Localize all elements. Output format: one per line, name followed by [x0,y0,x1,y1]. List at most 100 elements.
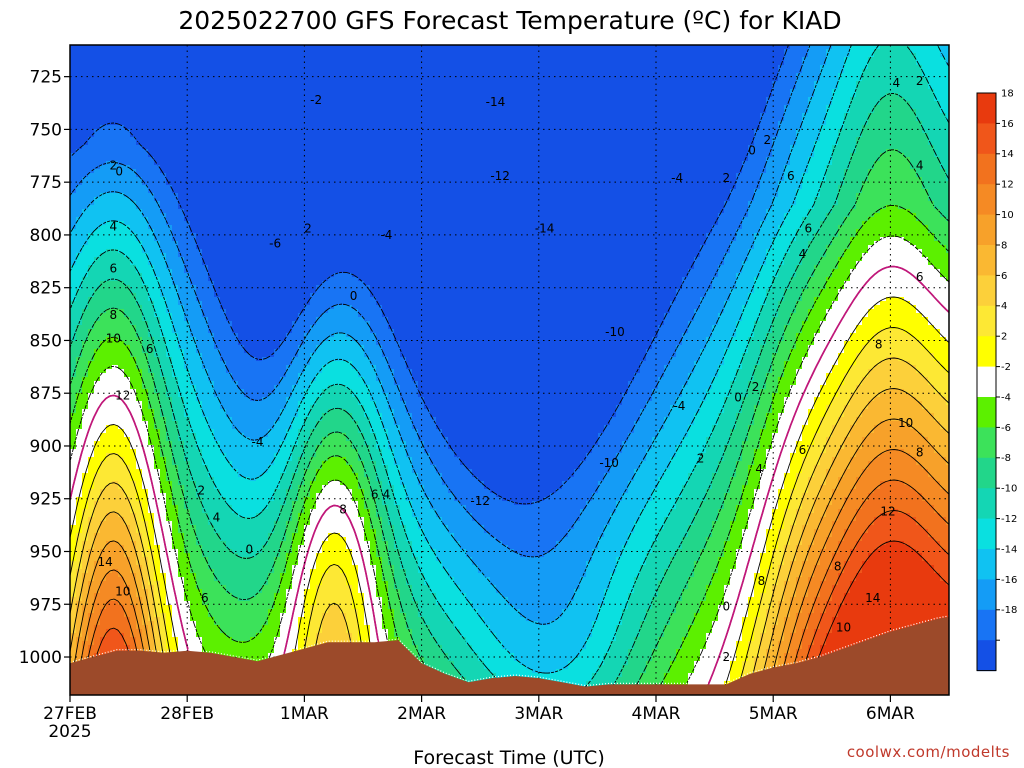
field-cell [190,121,197,126]
field-cell [82,509,89,514]
field-cell [232,237,239,242]
field-cell [160,433,167,438]
field-cell [100,509,107,514]
field-cell [118,201,125,206]
field-cell [238,209,245,214]
field-cell [220,285,227,290]
field-cell [190,193,197,198]
field-cell [226,573,233,578]
field-cell [178,561,185,566]
field-cell [88,469,95,474]
field-cell [214,425,221,430]
field-cell [136,89,143,94]
field-cell [112,373,119,378]
field-cell [190,353,197,358]
field-cell [160,149,167,154]
field-cell [214,205,221,210]
field-cell [214,173,221,178]
field-cell [112,241,119,246]
field-cell [196,93,203,98]
field-cell [124,113,131,118]
field-cell [154,297,161,302]
field-cell [208,593,215,598]
field-cell [118,377,125,382]
field-cell [106,293,113,298]
field-cell [124,49,131,54]
field-cell [166,81,173,86]
field-cell [94,125,101,130]
field-cell [202,405,209,410]
field-cell [130,157,137,162]
field-cell [154,333,161,338]
field-cell [100,409,107,414]
field-cell [118,93,125,98]
field-cell [208,317,215,322]
field-cell [112,69,119,74]
field-cell [112,57,119,62]
field-cell [118,129,125,134]
field-cell [136,357,143,362]
field-cell [244,473,251,478]
field-cell [112,489,119,494]
field-cell [94,389,101,394]
field-cell [226,77,233,82]
field-cell [196,605,203,610]
field-cell [166,457,173,462]
field-cell [166,193,173,198]
field-cell [232,553,239,558]
field-cell [154,213,161,218]
field-cell [100,449,107,454]
field-cell [190,505,197,510]
field-cell [118,85,125,90]
field-cell [244,613,251,618]
field-cell [220,101,227,106]
field-cell [118,241,125,246]
field-cell [70,181,77,186]
field-cell [238,581,245,586]
field-cell [112,437,119,442]
field-cell [226,561,233,566]
field-cell [172,201,179,206]
field-cell [130,109,137,114]
field-cell [226,537,233,542]
field-cell [118,293,125,298]
field-cell [238,353,245,358]
field-cell [202,297,209,302]
field-cell [232,177,239,182]
field-cell [202,545,209,550]
field-cell [238,161,245,166]
field-cell [112,289,119,294]
field-cell [226,569,233,574]
field-cell [220,121,227,126]
field-cell [154,413,161,418]
field-cell [172,553,179,558]
field-cell [70,49,77,54]
field-cell [178,137,185,142]
field-cell [148,237,155,242]
field-cell [226,85,233,90]
field-cell [214,69,221,74]
field-cell [226,641,233,646]
field-cell [184,437,191,442]
field-cell [202,241,209,246]
field-cell [130,221,137,226]
field-cell [106,581,113,586]
field-cell [232,569,239,574]
field-cell [70,433,77,438]
field-cell [244,229,251,234]
field-cell [208,321,215,326]
field-cell [88,433,95,438]
field-cell [184,57,191,62]
field-cell [220,185,227,190]
field-cell [88,285,95,290]
field-cell [136,577,143,582]
field-cell [202,437,209,442]
field-cell [70,353,77,358]
field-cell [238,257,245,262]
field-cell [106,361,113,366]
field-cell [106,177,113,182]
field-cell [214,137,221,142]
field-cell [178,89,185,94]
field-cell [124,245,131,250]
field-cell [118,157,125,162]
